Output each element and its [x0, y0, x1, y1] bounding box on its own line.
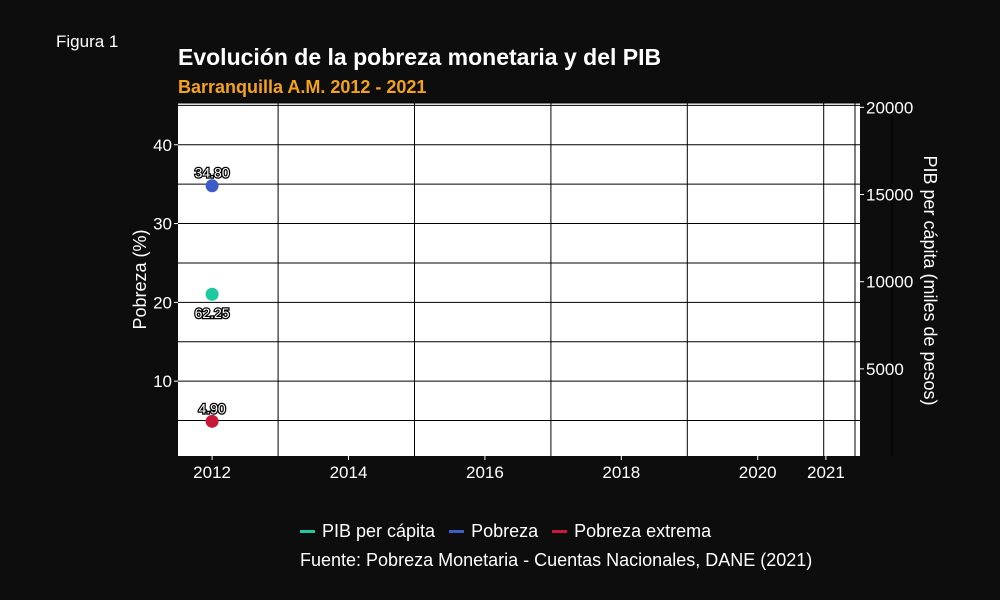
data-label: 34.80 — [195, 165, 230, 181]
data-point-pobreza — [205, 179, 219, 193]
y-left-tick-label: 20 — [153, 293, 172, 312]
legend-item-pobreza-extrema: Pobreza extrema — [552, 521, 711, 542]
legend-label-pib: PIB per cápita — [322, 521, 436, 541]
y-left-axis-title: Pobreza (%) — [130, 229, 150, 329]
x-tick-label: 2018 — [602, 463, 640, 482]
x-tick-label: 2016 — [466, 463, 504, 482]
x-tick-label: 2020 — [739, 463, 777, 482]
y-right-tick-label: 10000 — [866, 273, 913, 292]
plot-panel — [178, 103, 860, 456]
chart-title: Evolución de la pobreza monetaria y del … — [178, 44, 662, 70]
legend-swatch-pib — [300, 530, 315, 533]
y-right-tick-label: 20000 — [866, 98, 913, 117]
legend-label-pobreza-extrema: Pobreza extrema — [574, 521, 712, 541]
legend-item-pobreza: Pobreza — [449, 521, 538, 542]
legend-item-pib: PIB per cápita — [300, 521, 435, 542]
y-right-tick-label: 15000 — [866, 186, 913, 205]
chart-subtitle: Barranquilla A.M. 2012 - 2021 — [178, 77, 427, 97]
y-left-tick-label: 10 — [153, 372, 172, 391]
data-point-pib-per-cápita — [205, 287, 219, 301]
x-tick-label: 2014 — [330, 463, 368, 482]
legend-swatch-pobreza-extrema — [552, 530, 568, 533]
data-point-pobreza-extrema — [205, 414, 219, 428]
x-tick-label: 2012 — [193, 463, 231, 482]
y-right-tick-label: 5000 — [866, 360, 904, 379]
data-label: 62.25 — [195, 305, 230, 321]
source-note: Fuente: Pobreza Monetaria - Cuentas Naci… — [300, 550, 813, 570]
data-label: 4.90 — [198, 400, 225, 416]
y-left-tick-label: 40 — [153, 136, 172, 155]
y-right-axis-title: PIB per cápita (miles de pesos) — [920, 155, 940, 405]
legend-swatch-pobreza — [449, 530, 465, 533]
legend: PIB per cápita Pobreza Pobreza extrema — [300, 521, 711, 542]
x-tick-label: 2021 — [807, 463, 845, 482]
legend-label-pobreza: Pobreza — [471, 521, 539, 541]
figure-label: Figura 1 — [56, 32, 119, 51]
y-left-tick-label: 30 — [153, 215, 172, 234]
